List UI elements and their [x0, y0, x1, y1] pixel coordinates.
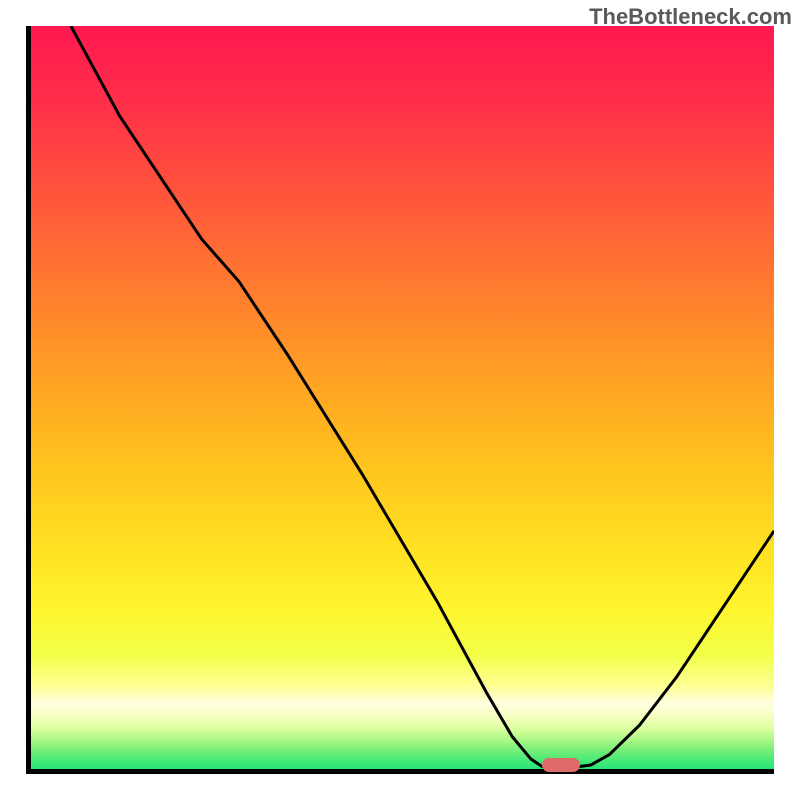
optimal-marker — [542, 758, 579, 773]
bottleneck-curve — [26, 26, 774, 774]
watermark-text: TheBottleneck.com — [589, 4, 792, 30]
plot-area — [26, 26, 774, 774]
